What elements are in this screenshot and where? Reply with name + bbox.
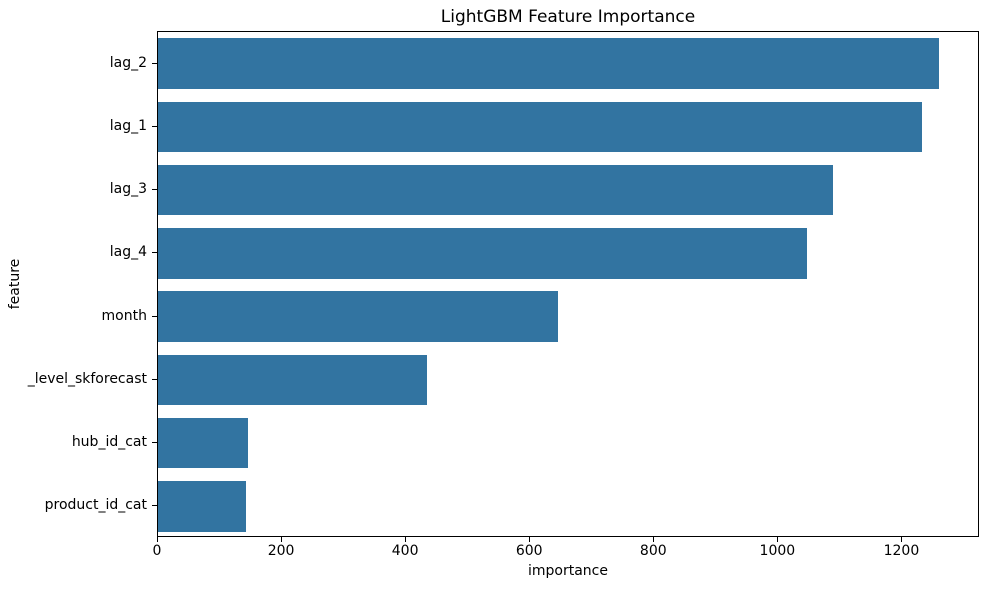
y-tick-mark xyxy=(152,62,157,64)
x-tick-mark xyxy=(777,537,779,542)
y-tick-mark xyxy=(152,505,157,507)
x-tick-mark xyxy=(901,537,903,542)
y-tick-label-lag_4: lag_4 xyxy=(109,244,147,261)
bar-hub_id_cat xyxy=(158,417,249,469)
bar-lag_2 xyxy=(158,38,939,89)
x-tick-mark xyxy=(653,537,655,542)
y-tick-label-month: month xyxy=(101,307,147,324)
y-axis-label: feature xyxy=(7,258,23,310)
bar-product_id_cat xyxy=(158,481,246,532)
y-tick-mark xyxy=(152,442,157,444)
x-tick-mark xyxy=(157,537,158,542)
x-tick-label-400: 400 xyxy=(391,543,419,559)
x-tick-label-800: 800 xyxy=(639,543,667,559)
y-tick-label-lag_1: lag_1 xyxy=(109,117,147,134)
x-tick-label-0: 0 xyxy=(152,543,162,559)
y-tick-mark xyxy=(152,125,157,127)
bar-_level_skforecast xyxy=(158,354,427,406)
chart-title: LightGBM Feature Importance xyxy=(440,7,696,27)
y-tick-label-_level_skforecast: _level_skforecast xyxy=(27,370,147,387)
bar-lag_1 xyxy=(158,101,923,153)
bar-lag_3 xyxy=(158,164,834,216)
y-tick-label-product_id_cat: product_id_cat xyxy=(44,497,147,514)
y-tick-label-lag_2: lag_2 xyxy=(109,54,147,71)
x-axis-label: importance xyxy=(528,563,608,579)
y-tick-mark xyxy=(152,378,157,380)
x-tick-mark xyxy=(529,537,531,542)
bar-month xyxy=(158,291,559,342)
y-tick-mark xyxy=(152,189,157,191)
y-tick-mark xyxy=(152,315,157,317)
x-tick-label-200: 200 xyxy=(267,543,295,559)
y-tick-label-hub_id_cat: hub_id_cat xyxy=(71,434,147,451)
bar-lag_4 xyxy=(158,228,808,279)
y-tick-label-lag_3: lag_3 xyxy=(109,181,147,198)
x-tick-label-1200: 1200 xyxy=(883,543,920,559)
x-tick-label-600: 600 xyxy=(515,543,543,559)
y-tick-mark xyxy=(152,252,157,254)
x-tick-mark xyxy=(281,537,283,542)
x-tick-label-1000: 1000 xyxy=(759,543,796,559)
x-tick-mark xyxy=(405,537,407,542)
plot-area xyxy=(157,31,979,537)
